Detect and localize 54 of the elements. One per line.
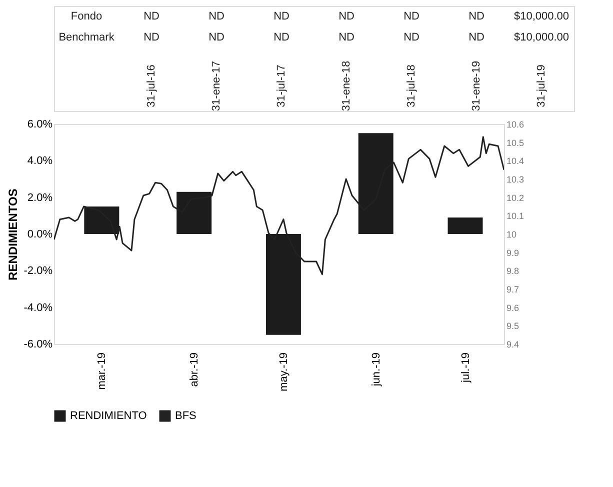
text: 31-jul-16 — [146, 64, 158, 108]
y-tick-label: -4.0% — [24, 302, 53, 314]
text: ND — [338, 10, 354, 22]
x-tick-label: mar.-19 — [96, 352, 108, 390]
text: ND — [274, 10, 290, 22]
y2-tick-label: 10.5 — [506, 138, 524, 148]
x-tick-label: jun.-19 — [370, 352, 382, 388]
y2-tick-label: 9.9 — [506, 248, 520, 258]
text: Fondo — [70, 10, 102, 22]
y2-tick-label: 10 — [506, 230, 517, 240]
text: ND — [144, 32, 160, 44]
bar — [448, 218, 483, 234]
text: $10,000.00 — [514, 32, 570, 44]
text: ND — [208, 10, 224, 22]
x-tick-label: may.-19 — [278, 352, 290, 392]
bar — [84, 206, 120, 234]
text: 31-ene-17 — [210, 60, 222, 112]
y-tick-label: -2.0% — [24, 265, 53, 278]
y-tick-label: 4.0% — [27, 155, 53, 168]
x-tick-label: abr.-19 — [188, 352, 201, 387]
text: ND — [468, 32, 484, 44]
y-tick-label: 2.0% — [27, 192, 53, 204]
y-tick-label: 0.0% — [27, 228, 53, 240]
text: ND — [404, 32, 420, 44]
y2-tick-label: 9.5 — [506, 321, 520, 332]
text: Benchmark — [58, 32, 115, 44]
bar — [176, 192, 212, 234]
text: 31-jul-18 — [406, 64, 418, 108]
y2-tick-label: 10.3 — [506, 174, 524, 184]
legend-label: RENDIMIENTO — [70, 410, 148, 422]
text: 31-ene-18 — [340, 60, 352, 112]
y-axis-title: RENDIMIENTOS — [6, 188, 20, 280]
text: 31-ene-19 — [470, 60, 482, 112]
y2-tick-label: 9.8 — [506, 266, 520, 276]
text: ND — [338, 32, 354, 44]
y-tick-label: 6.0% — [27, 118, 53, 130]
y2-tick-label: 9.6 — [506, 302, 520, 313]
text: ND — [208, 32, 224, 44]
legend-label: BFS — [175, 410, 196, 422]
x-tick-label: jul.-19 — [460, 352, 472, 384]
text: ND — [468, 10, 484, 22]
text: ND — [404, 10, 420, 22]
y2-tick-label: 9.7 — [506, 284, 520, 294]
y2-tick-label: 10.6 — [506, 120, 524, 130]
text: ND — [144, 10, 160, 22]
y-tick-label: -6.0% — [24, 338, 53, 350]
y2-tick-label: 10.2 — [506, 192, 524, 203]
y2-tick-label: 10.1 — [506, 211, 524, 222]
text: ND — [274, 32, 290, 44]
y2-tick-label: 10.4 — [506, 156, 524, 166]
text: 31-jul-17 — [276, 64, 288, 108]
text: 31-jul-19 — [536, 64, 548, 108]
text: $10,000.00 — [514, 10, 570, 22]
y2-tick-label: 9.4 — [506, 340, 520, 350]
